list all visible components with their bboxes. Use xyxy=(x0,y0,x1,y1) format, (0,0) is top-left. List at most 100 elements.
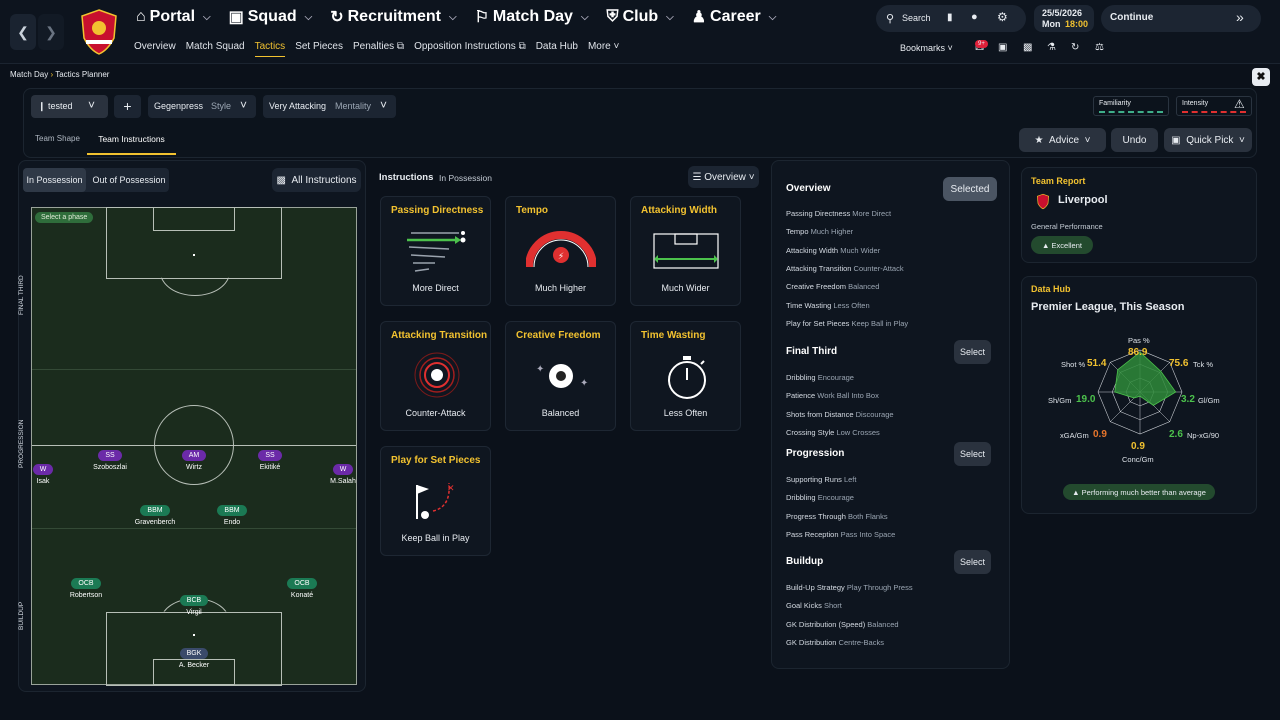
player-marker[interactable]: OCB Konaté xyxy=(267,572,337,599)
subnav-penalties[interactable]: Penalties ⧉ xyxy=(353,41,404,57)
player-marker[interactable]: SS Ekitiké xyxy=(235,444,305,471)
overview-row[interactable]: Dribbling Encourage xyxy=(786,373,854,382)
overview-row[interactable]: Tempo Much Higher xyxy=(786,227,853,236)
search-button[interactable]: Search xyxy=(902,13,931,23)
breadcrumb-parent[interactable]: Match Day xyxy=(10,70,49,79)
date-display[interactable]: 25/5/2026 Mon 18:00 xyxy=(1034,5,1094,32)
subnav-data-hub[interactable]: Data Hub xyxy=(535,41,578,52)
overview-row[interactable]: Attacking Width Much Wider xyxy=(786,246,880,255)
possession-toggle: In Possession Out of Possession xyxy=(23,168,169,192)
card-title: Passing Directness xyxy=(391,205,484,216)
player-marker[interactable]: OCB Robertson xyxy=(51,572,121,599)
overview-row[interactable]: Patience Work Ball Into Box xyxy=(786,391,879,400)
style-select[interactable]: Gegenpress Style ˅ xyxy=(148,95,256,118)
chat-icon[interactable]: ✉ xyxy=(975,42,985,54)
row-key: Crossing Style xyxy=(786,427,837,437)
overview-row[interactable]: Time Wasting Less Often xyxy=(786,301,870,310)
overview-row[interactable]: Pass Reception Pass Into Space xyxy=(786,530,895,539)
selected-button[interactable]: Selected xyxy=(943,177,997,201)
subnav-set-pieces[interactable]: Set Pieces xyxy=(295,41,343,52)
tab-team-shape[interactable]: Team Shape xyxy=(35,134,80,143)
card-attacking-transition[interactable]: Attacking Transition Counter-Attack xyxy=(380,321,491,431)
player-marker[interactable]: BGK A. Becker xyxy=(159,642,229,669)
nav-match-day[interactable]: ⚐ Match Day ⌵ xyxy=(475,7,589,27)
nav-career[interactable]: ♟ Career ⌵ xyxy=(692,7,777,27)
contract-icon[interactable]: ▩ xyxy=(1023,42,1033,53)
out-possession-tab[interactable]: Out of Possession xyxy=(92,175,166,185)
nav-club[interactable]: ⛨ Club ⌵ xyxy=(607,8,674,26)
continue-button[interactable]: Continue » xyxy=(1101,5,1261,32)
tab-team-instructions[interactable]: Team Instructions xyxy=(87,132,176,155)
intensity-meter[interactable]: Intensity ⚠ xyxy=(1176,96,1252,116)
chevron-down-icon: ˅ xyxy=(1238,134,1245,146)
overview-row[interactable]: Passing Directness More Direct xyxy=(786,209,891,218)
chevron-down-icon: ˅ xyxy=(947,43,953,53)
card-time-wasting[interactable]: Time Wasting Less Often xyxy=(630,321,741,431)
card-tempo[interactable]: Tempo ⚡ Much Higher xyxy=(505,196,616,306)
forward-button[interactable]: ❯ xyxy=(38,14,64,50)
row-value: Short xyxy=(823,601,842,611)
club-crest-icon[interactable] xyxy=(78,8,120,56)
select-phase-button[interactable]: Select a phase xyxy=(35,212,94,223)
undo-button[interactable]: Undo xyxy=(1111,128,1158,152)
trophy-icon[interactable]: ⚖ xyxy=(1095,42,1104,53)
globe-icon[interactable]: ● xyxy=(971,11,978,23)
back-button[interactable]: ❮ xyxy=(10,14,36,50)
overview-row[interactable]: Goal Kicks Short xyxy=(786,601,842,610)
buildup-select-button[interactable]: Select xyxy=(954,550,991,574)
overview-row[interactable]: Progress Through Both Flanks xyxy=(786,512,888,521)
final-third-select-button[interactable]: Select xyxy=(954,340,991,364)
progression-select-button[interactable]: Select xyxy=(954,442,991,466)
row-key: Time Wasting xyxy=(786,300,834,310)
card-attacking-width[interactable]: Attacking Width Much Wider xyxy=(630,196,741,306)
tactic-select[interactable]: ❙ tested ˅ xyxy=(31,95,108,118)
instructions-view-select[interactable]: ☰ Overview ˅ xyxy=(688,166,759,188)
subnav-match-squad[interactable]: Match Squad xyxy=(185,41,245,52)
overview-row[interactable]: GK Distribution (Speed) Balanced xyxy=(786,620,899,629)
bookmarks-dropdown[interactable]: Bookmarks ˅ xyxy=(900,43,953,53)
overview-row[interactable]: GK Distribution Centre-Backs xyxy=(786,638,884,647)
sync-icon[interactable]: ↻ xyxy=(1071,42,1080,53)
nav-portal[interactable]: ⌂ Portal ⌵ xyxy=(136,8,211,26)
overview-row[interactable]: Crossing Style Low Crosses xyxy=(786,428,880,437)
subnav-overview[interactable]: Overview xyxy=(134,41,176,52)
star-icon: ★ xyxy=(1034,134,1044,146)
player-position-badge: OCB xyxy=(71,578,101,589)
overview-row[interactable]: Play for Set Pieces Keep Ball in Play xyxy=(786,319,908,328)
player-marker[interactable]: W M.Salah xyxy=(308,458,378,485)
player-marker[interactable]: AM Wirtz xyxy=(159,444,229,471)
in-possession-tab[interactable]: In Possession xyxy=(23,168,86,192)
bookmark-icon[interactable]: ▮ xyxy=(947,12,953,23)
overview-row[interactable]: Supporting Runs Left xyxy=(786,475,856,484)
card-passing-directness[interactable]: Passing Directness More Direct xyxy=(380,196,491,306)
player-marker[interactable]: BBM Endo xyxy=(197,499,267,526)
nav-squad[interactable]: ▣ Squad ⌵ xyxy=(229,7,313,27)
overview-row[interactable]: Attacking Transition Counter-Attack xyxy=(786,264,904,273)
add-tactic-button[interactable]: + xyxy=(114,95,141,118)
overview-row[interactable]: Creative Freedom Balanced xyxy=(786,282,879,291)
quick-pick-button[interactable]: ▣ Quick Pick ˅ xyxy=(1164,128,1252,152)
familiarity-meter[interactable]: Familiarity xyxy=(1093,96,1169,116)
bottom-penalty-spot xyxy=(193,634,195,636)
card-creative-freedom[interactable]: Creative Freedom ✦ ✦ Balanced xyxy=(505,321,616,431)
advice-button[interactable]: ★ Advice ˅ xyxy=(1019,128,1106,152)
card-set-pieces[interactable]: Play for Set Pieces ✕ Keep Ball in Play xyxy=(380,446,491,556)
perf-value: Excellent xyxy=(1051,240,1082,250)
overview-row[interactable]: Build-Up Strategy Play Through Press xyxy=(786,583,913,592)
player-marker[interactable]: SS Szoboszlai xyxy=(75,444,145,471)
all-instructions-button[interactable]: ▩ All Instructions xyxy=(272,168,361,192)
transfer-icon[interactable]: ⚗ xyxy=(1047,42,1056,53)
subnav-opposition[interactable]: Opposition Instructions ⧉ xyxy=(414,41,526,57)
close-icon[interactable]: ✖ xyxy=(1252,68,1270,86)
gear-icon[interactable]: ⚙ xyxy=(997,10,1008,24)
kit-icon[interactable]: ▣ xyxy=(998,42,1008,53)
overview-row[interactable]: Shots from Distance Discourage xyxy=(786,410,894,419)
player-marker[interactable]: BCB Virgil xyxy=(159,589,229,616)
player-marker[interactable]: BBM Gravenberch xyxy=(120,499,190,526)
mentality-select[interactable]: Very Attacking Mentality ˅ xyxy=(263,95,396,118)
subnav-more[interactable]: More ˅ xyxy=(588,41,619,57)
overview-row[interactable]: Dribbling Encourage xyxy=(786,493,854,502)
nav-recruitment[interactable]: ↻ Recruitment ⌵ xyxy=(330,7,456,27)
player-marker[interactable]: W Isak xyxy=(8,458,78,485)
subnav-tactics[interactable]: Tactics xyxy=(254,41,286,57)
